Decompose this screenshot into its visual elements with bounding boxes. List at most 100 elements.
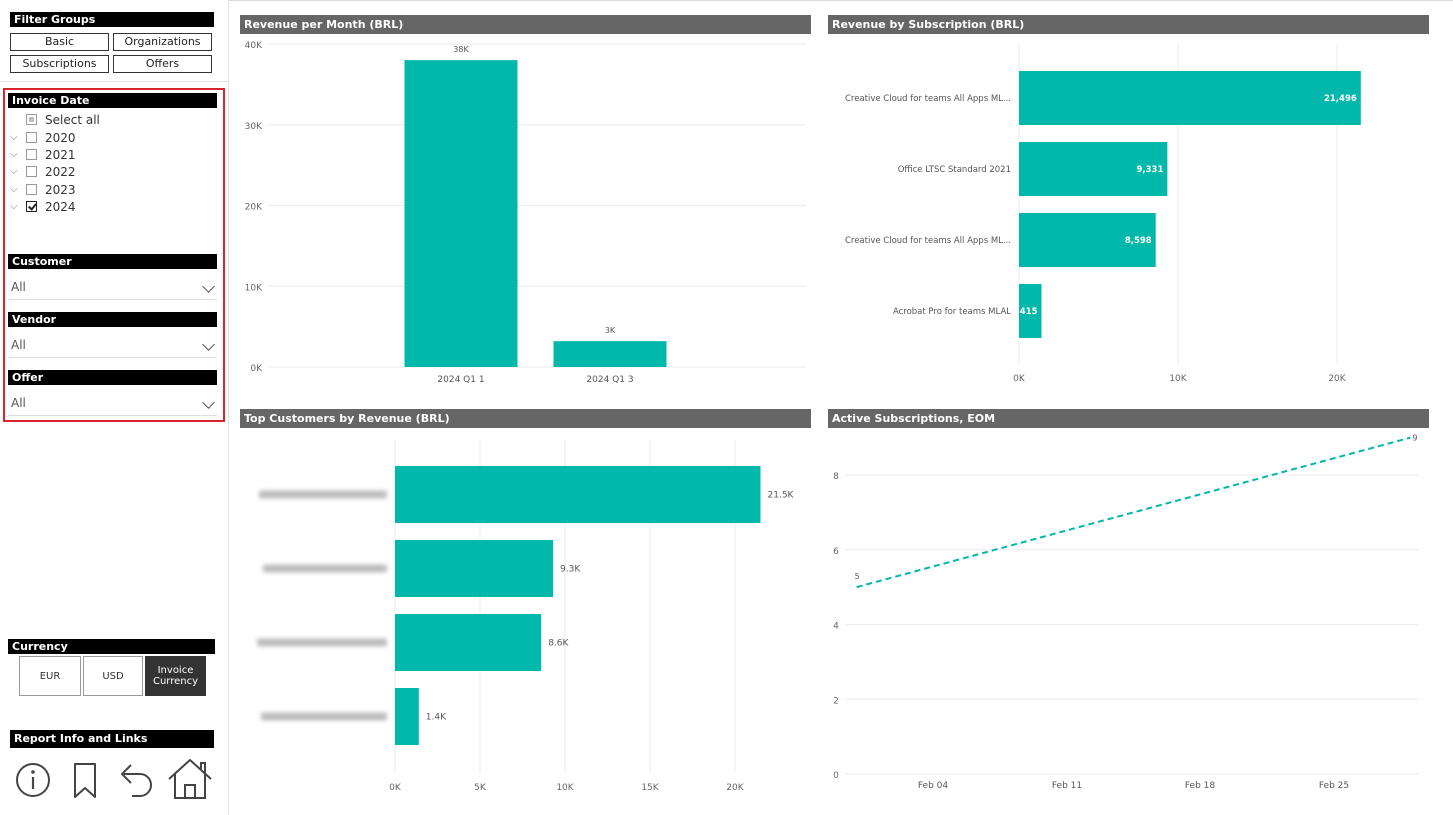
bar <box>1019 71 1361 125</box>
year-option-2024[interactable]: ⌵ 2024 <box>10 198 76 215</box>
vendor-dropdown-value: All <box>11 338 26 352</box>
x-tick-label: 2024 Q1 1 <box>437 375 484 385</box>
bar <box>1019 213 1156 267</box>
filter-group-subscriptions-button[interactable]: Subscriptions <box>10 55 109 73</box>
redacted-customer-name <box>257 638 387 647</box>
bookmark-icon[interactable] <box>70 760 100 800</box>
x-tick-label: Feb 11 <box>1052 781 1082 791</box>
customer-dropdown-value: All <box>11 280 26 294</box>
data-label: 21.5K <box>768 491 795 501</box>
undo-icon[interactable] <box>116 760 156 800</box>
expand-chevron-icon[interactable]: ⌵ <box>10 132 18 143</box>
home-icon[interactable] <box>166 757 214 801</box>
x-tick-label: 10K <box>556 783 574 793</box>
year-option-2022[interactable]: ⌵ 2022 <box>10 163 76 180</box>
y-tick-label: 4 <box>833 622 839 632</box>
bar <box>395 688 419 745</box>
y-tick-label: 0K <box>250 364 263 374</box>
expand-chevron-icon[interactable]: ⌵ <box>10 201 18 212</box>
year-option-2020[interactable]: ⌵ 2020 <box>10 129 76 146</box>
data-label: 8,598 <box>1125 236 1152 246</box>
data-label: 9.3K <box>560 565 581 575</box>
year-label: 2024 <box>45 199 76 214</box>
x-tick-label: 10K <box>1169 374 1187 384</box>
data-label: 1,415 <box>1011 307 1038 317</box>
active-subscriptions-title: Active Subscriptions, EOM <box>828 409 1429 428</box>
currency-invoice-button[interactable]: Invoice Currency <box>145 656 206 696</box>
customer-dropdown[interactable]: All <box>8 274 217 300</box>
divider <box>0 81 228 82</box>
bar <box>553 341 667 367</box>
category-label: Acrobat Pro for teams MLAL <box>893 307 1011 317</box>
vendor-dropdown[interactable]: All <box>8 332 217 358</box>
x-tick-label: Feb 25 <box>1319 781 1349 791</box>
filter-sidebar: Filter Groups Basic Organizations Subscr… <box>0 0 229 815</box>
redacted-customer-name <box>263 564 387 573</box>
revenue-per-month-title: Revenue per Month (BRL) <box>240 15 811 34</box>
expand-chevron-icon[interactable]: ⌵ <box>10 149 18 160</box>
select-all-label: Select all <box>45 112 100 127</box>
vendor-header: Vendor <box>8 312 217 327</box>
redacted-customer-name <box>259 490 387 499</box>
category-label: Creative Cloud for teams All Apps ML... <box>845 94 1011 104</box>
offer-header: Offer <box>8 370 217 385</box>
y-tick-label: 0 <box>833 771 839 781</box>
year-label: 2022 <box>45 164 76 179</box>
filter-panel-highlight <box>3 88 225 422</box>
data-label: 38K <box>453 45 469 54</box>
filter-groups-header: Filter Groups <box>10 12 214 27</box>
select-all-option[interactable]: Select all <box>10 111 100 128</box>
y-tick-label: 8 <box>833 472 839 482</box>
year-checkbox[interactable] <box>26 184 37 195</box>
report-info-header: Report Info and Links <box>10 730 214 748</box>
x-tick-label: Feb 18 <box>1185 781 1216 791</box>
x-tick-label: 2024 Q1 3 <box>586 375 633 385</box>
year-label: 2023 <box>45 182 76 197</box>
currency-eur-button[interactable]: EUR <box>19 656 81 696</box>
currency-header: Currency <box>8 639 215 654</box>
year-option-2023[interactable]: ⌵ 2023 <box>10 181 76 198</box>
select-all-checkbox[interactable] <box>26 114 37 125</box>
x-tick-label: 5K <box>474 783 487 793</box>
filter-group-offers-button[interactable]: Offers <box>113 55 212 73</box>
filter-group-organizations-button[interactable]: Organizations <box>113 33 212 51</box>
expand-chevron-icon[interactable]: ⌵ <box>10 184 18 195</box>
year-option-2021[interactable]: ⌵ 2021 <box>10 146 76 163</box>
bar <box>395 540 554 597</box>
offer-dropdown[interactable]: All <box>8 390 217 416</box>
filter-group-basic-button[interactable]: Basic <box>10 33 109 51</box>
x-tick-label: 15K <box>641 783 659 793</box>
bar <box>1019 284 1042 338</box>
y-tick-label: 6 <box>833 547 839 557</box>
y-tick-label: 20K <box>245 203 263 213</box>
bar <box>395 614 542 671</box>
category-label: Office LTSC Standard 2021 <box>898 165 1011 175</box>
data-label: 9,331 <box>1136 165 1163 175</box>
year-checkbox[interactable] <box>26 166 37 177</box>
y-tick-label: 30K <box>245 122 263 132</box>
point-label: 5 <box>855 572 860 581</box>
bar <box>395 466 761 523</box>
customer-header: Customer <box>8 254 217 269</box>
expand-chevron-icon[interactable]: ⌵ <box>10 166 18 177</box>
currency-usd-button[interactable]: USD <box>83 656 143 696</box>
series-line <box>856 436 1411 589</box>
x-tick-label: 20K <box>1328 374 1346 384</box>
x-tick-label: 20K <box>726 783 744 793</box>
top-customers-title: Top Customers by Revenue (BRL) <box>240 409 811 428</box>
bar <box>1019 142 1168 196</box>
year-checkbox[interactable] <box>26 149 37 160</box>
redacted-customer-name <box>261 712 387 721</box>
info-icon[interactable] <box>14 760 52 800</box>
x-tick-label: 0K <box>1013 374 1026 384</box>
data-label: 21,496 <box>1324 94 1357 104</box>
data-label: 1.4K <box>426 713 447 723</box>
year-checkbox[interactable] <box>26 132 37 143</box>
y-tick-label: 10K <box>245 283 263 293</box>
offer-dropdown-value: All <box>11 396 26 410</box>
year-checkbox-checked[interactable] <box>26 201 37 212</box>
invoice-date-header: Invoice Date <box>8 93 217 108</box>
year-label: 2021 <box>45 147 76 162</box>
category-label: Creative Cloud for teams All Apps ML... <box>845 236 1011 246</box>
